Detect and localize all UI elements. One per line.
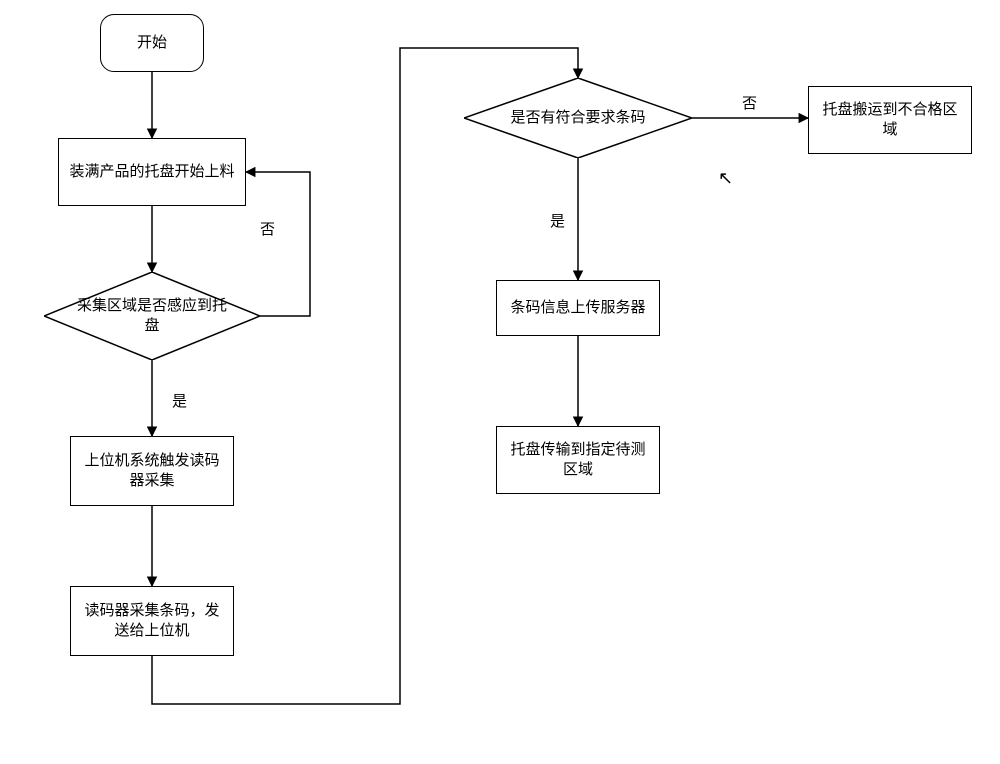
start-text: 开始 [137, 33, 167, 53]
check-node: 是否有符合要求条码 [464, 78, 692, 158]
check-text: 是否有符合要求条码 [464, 78, 692, 158]
upload-node: 条码信息上传服务器 [496, 280, 660, 336]
edge-label-sense-yes: 是 [172, 390, 187, 411]
edge-label-check-no: 否 [742, 92, 757, 113]
load-text: 装满产品的托盘开始上料 [69, 162, 234, 182]
start-node: 开始 [100, 14, 204, 72]
reject-text: 托盘搬运到不合格区域 [817, 100, 963, 141]
upload-text: 条码信息上传服务器 [510, 298, 645, 318]
trigger-node: 上位机系统触发读码器采集 [70, 436, 234, 506]
scan-node: 读码器采集条码，发送给上位机 [70, 586, 234, 656]
deliver-text: 托盘传输到指定待测区域 [505, 440, 651, 481]
sense-node: 采集区域是否感应到托盘 [44, 272, 260, 360]
deliver-node: 托盘传输到指定待测区域 [496, 426, 660, 494]
reject-node: 托盘搬运到不合格区域 [808, 86, 972, 154]
edge-label-sense-no: 否 [260, 218, 275, 239]
cursor-icon: ↖ [718, 168, 733, 189]
scan-text: 读码器采集条码，发送给上位机 [79, 601, 225, 642]
trigger-text: 上位机系统触发读码器采集 [79, 451, 225, 492]
edge-label-check-yes: 是 [550, 210, 565, 231]
load-node: 装满产品的托盘开始上料 [58, 138, 246, 206]
sense-text: 采集区域是否感应到托盘 [44, 272, 260, 360]
